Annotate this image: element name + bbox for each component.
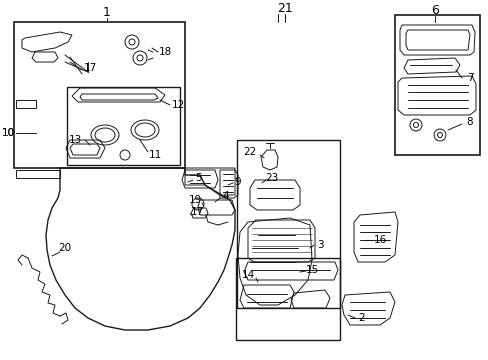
Text: 1: 1 bbox=[103, 5, 111, 18]
Text: 10: 10 bbox=[1, 128, 15, 138]
Text: 9: 9 bbox=[234, 177, 241, 187]
Text: 21: 21 bbox=[277, 1, 292, 14]
Text: 23: 23 bbox=[265, 173, 278, 183]
Text: 11: 11 bbox=[148, 150, 162, 160]
Text: 3: 3 bbox=[316, 240, 323, 250]
Text: 14: 14 bbox=[241, 270, 254, 280]
Text: 17: 17 bbox=[190, 207, 203, 217]
Text: 18: 18 bbox=[158, 47, 171, 57]
Text: 20: 20 bbox=[59, 243, 71, 253]
Text: 6: 6 bbox=[430, 4, 438, 17]
Text: 17: 17 bbox=[83, 63, 97, 73]
Text: 8: 8 bbox=[466, 117, 472, 127]
Text: 16: 16 bbox=[373, 235, 386, 245]
Bar bbox=[237, 140, 339, 308]
Text: 13: 13 bbox=[68, 135, 81, 145]
Text: 2: 2 bbox=[358, 313, 365, 323]
Text: 5: 5 bbox=[195, 173, 202, 183]
Text: 22: 22 bbox=[243, 147, 256, 157]
Text: 4: 4 bbox=[222, 191, 229, 201]
Bar bbox=[236, 258, 339, 340]
Text: 12: 12 bbox=[171, 100, 184, 110]
Text: 7: 7 bbox=[466, 73, 472, 83]
Text: 19: 19 bbox=[188, 195, 201, 205]
Text: 10: 10 bbox=[1, 128, 15, 138]
Bar bbox=[394, 15, 479, 155]
Text: 15: 15 bbox=[305, 265, 318, 275]
Bar bbox=[14, 22, 184, 168]
Bar bbox=[67, 87, 180, 165]
